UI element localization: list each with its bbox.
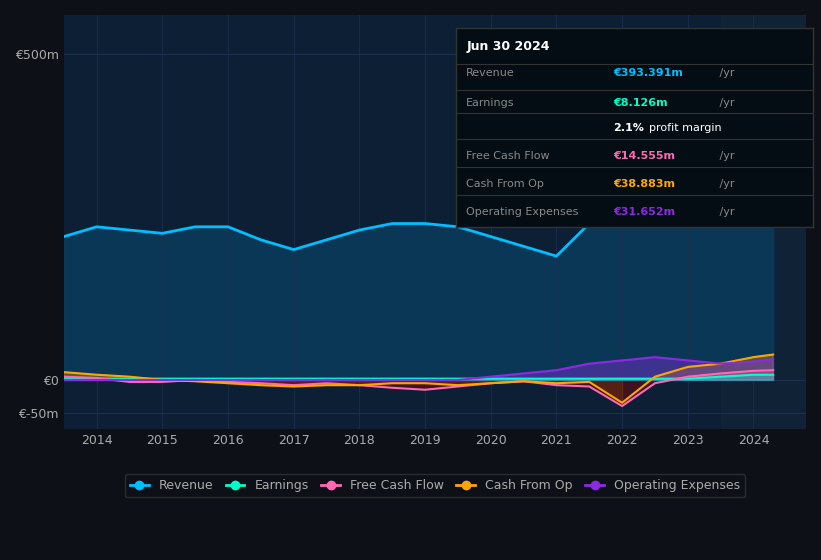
Text: Jun 30 2024: Jun 30 2024: [466, 40, 550, 53]
Text: €38.883m: €38.883m: [612, 179, 675, 189]
Text: /yr: /yr: [717, 179, 735, 189]
Text: 2.1%: 2.1%: [612, 123, 644, 133]
Text: €14.555m: €14.555m: [612, 151, 675, 161]
Text: €31.652m: €31.652m: [612, 207, 675, 217]
Text: €8.126m: €8.126m: [612, 97, 667, 108]
Text: €393.391m: €393.391m: [612, 68, 683, 78]
Text: Free Cash Flow: Free Cash Flow: [466, 151, 550, 161]
Text: /yr: /yr: [717, 68, 735, 78]
Text: /yr: /yr: [717, 151, 735, 161]
Text: /yr: /yr: [717, 97, 735, 108]
Text: Operating Expenses: Operating Expenses: [466, 207, 579, 217]
Text: Cash From Op: Cash From Op: [466, 179, 544, 189]
Text: profit margin: profit margin: [649, 123, 721, 133]
Text: Earnings: Earnings: [466, 97, 515, 108]
Text: /yr: /yr: [717, 207, 735, 217]
Bar: [721, 15, 806, 429]
Legend: Revenue, Earnings, Free Cash Flow, Cash From Op, Operating Expenses: Revenue, Earnings, Free Cash Flow, Cash …: [125, 474, 745, 497]
Text: Revenue: Revenue: [466, 68, 515, 78]
